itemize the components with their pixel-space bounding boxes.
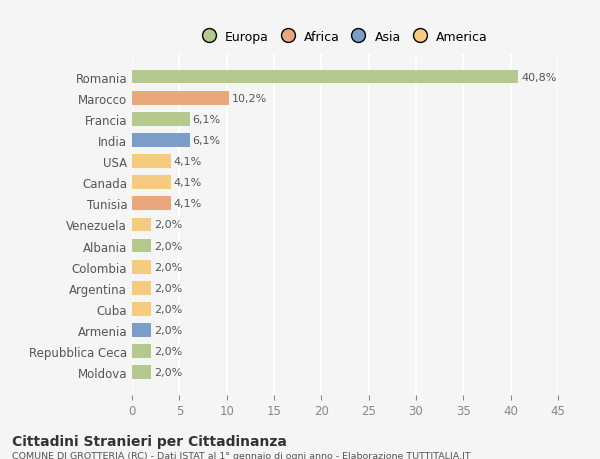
Text: 6,1%: 6,1% bbox=[193, 135, 221, 146]
Text: 4,1%: 4,1% bbox=[173, 178, 202, 188]
Bar bbox=[132, 71, 518, 84]
Text: COMUNE DI GROTTERIA (RC) - Dati ISTAT al 1° gennaio di ogni anno - Elaborazione : COMUNE DI GROTTERIA (RC) - Dati ISTAT al… bbox=[12, 451, 470, 459]
Bar bbox=[132, 324, 151, 337]
Text: 40,8%: 40,8% bbox=[521, 73, 556, 82]
Bar bbox=[132, 218, 151, 232]
Text: 2,0%: 2,0% bbox=[154, 220, 182, 230]
Bar bbox=[132, 112, 190, 126]
Bar bbox=[132, 239, 151, 253]
Text: Cittadini Stranieri per Cittadinanza: Cittadini Stranieri per Cittadinanza bbox=[12, 434, 287, 448]
Text: 2,0%: 2,0% bbox=[154, 368, 182, 377]
Bar bbox=[132, 176, 171, 190]
Text: 2,0%: 2,0% bbox=[154, 241, 182, 251]
Text: 2,0%: 2,0% bbox=[154, 325, 182, 335]
Text: 2,0%: 2,0% bbox=[154, 304, 182, 314]
Bar bbox=[132, 197, 171, 211]
Bar bbox=[132, 302, 151, 316]
Text: 2,0%: 2,0% bbox=[154, 283, 182, 293]
Bar bbox=[132, 134, 190, 147]
Text: 2,0%: 2,0% bbox=[154, 262, 182, 272]
Text: 4,1%: 4,1% bbox=[173, 157, 202, 167]
Bar bbox=[132, 92, 229, 105]
Text: 6,1%: 6,1% bbox=[193, 115, 221, 124]
Text: 10,2%: 10,2% bbox=[232, 94, 266, 103]
Legend: Europa, Africa, Asia, America: Europa, Africa, Asia, America bbox=[199, 28, 491, 48]
Text: 4,1%: 4,1% bbox=[173, 199, 202, 209]
Bar bbox=[132, 366, 151, 379]
Bar bbox=[132, 345, 151, 358]
Bar bbox=[132, 260, 151, 274]
Bar bbox=[132, 281, 151, 295]
Bar bbox=[132, 155, 171, 168]
Text: 2,0%: 2,0% bbox=[154, 347, 182, 356]
